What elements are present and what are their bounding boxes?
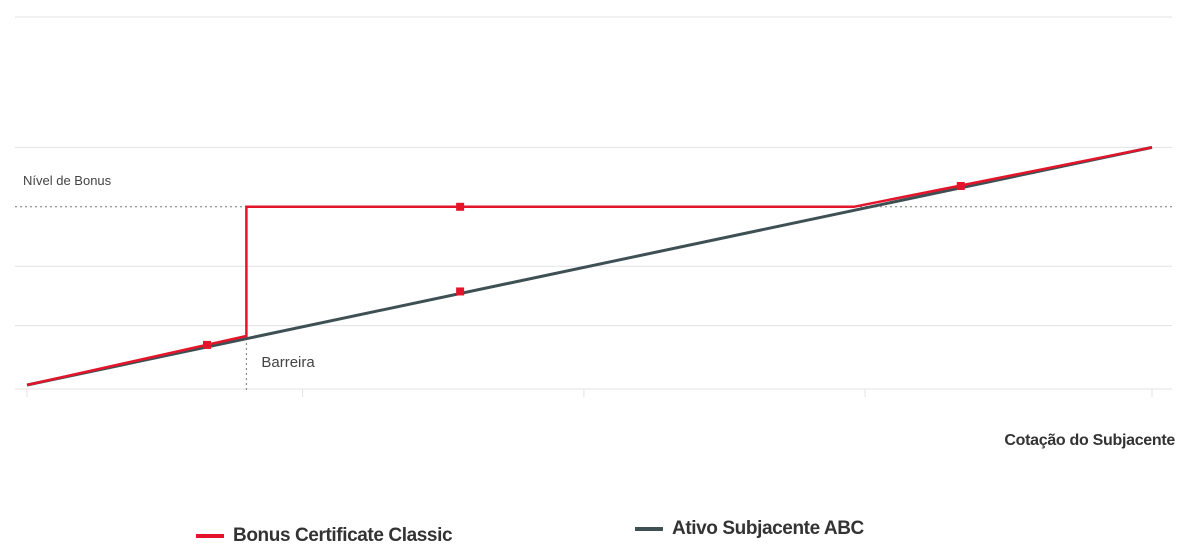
marker-0-1 xyxy=(456,202,465,211)
bonus-level-label: Nível de Bonus xyxy=(23,173,112,188)
legend-item-bonus-certificate: Bonus Certificate Classic xyxy=(196,525,453,547)
gridlines xyxy=(15,16,1172,390)
legend-swatch-bonus-certificate xyxy=(196,534,224,538)
legend-label-bonus-certificate: Bonus Certificate Classic xyxy=(233,525,453,546)
marker-1-0 xyxy=(456,287,465,296)
barrier-label: Barreira xyxy=(261,354,315,371)
legend-swatch-ativo-subjacente xyxy=(635,527,663,531)
marker-0-0 xyxy=(203,340,211,349)
x-axis-ticks xyxy=(26,389,1153,397)
legend-item-ativo-subjacente: Ativo Subjacente ABC xyxy=(635,518,864,540)
legend-label-ativo-subjacente: Ativo Subjacente ABC xyxy=(672,518,864,539)
marker-0-2 xyxy=(956,182,965,191)
x-axis-label: Cotação do Subjacente xyxy=(1004,432,1175,449)
series-markers xyxy=(203,182,965,349)
series-line-0 xyxy=(26,146,1153,387)
